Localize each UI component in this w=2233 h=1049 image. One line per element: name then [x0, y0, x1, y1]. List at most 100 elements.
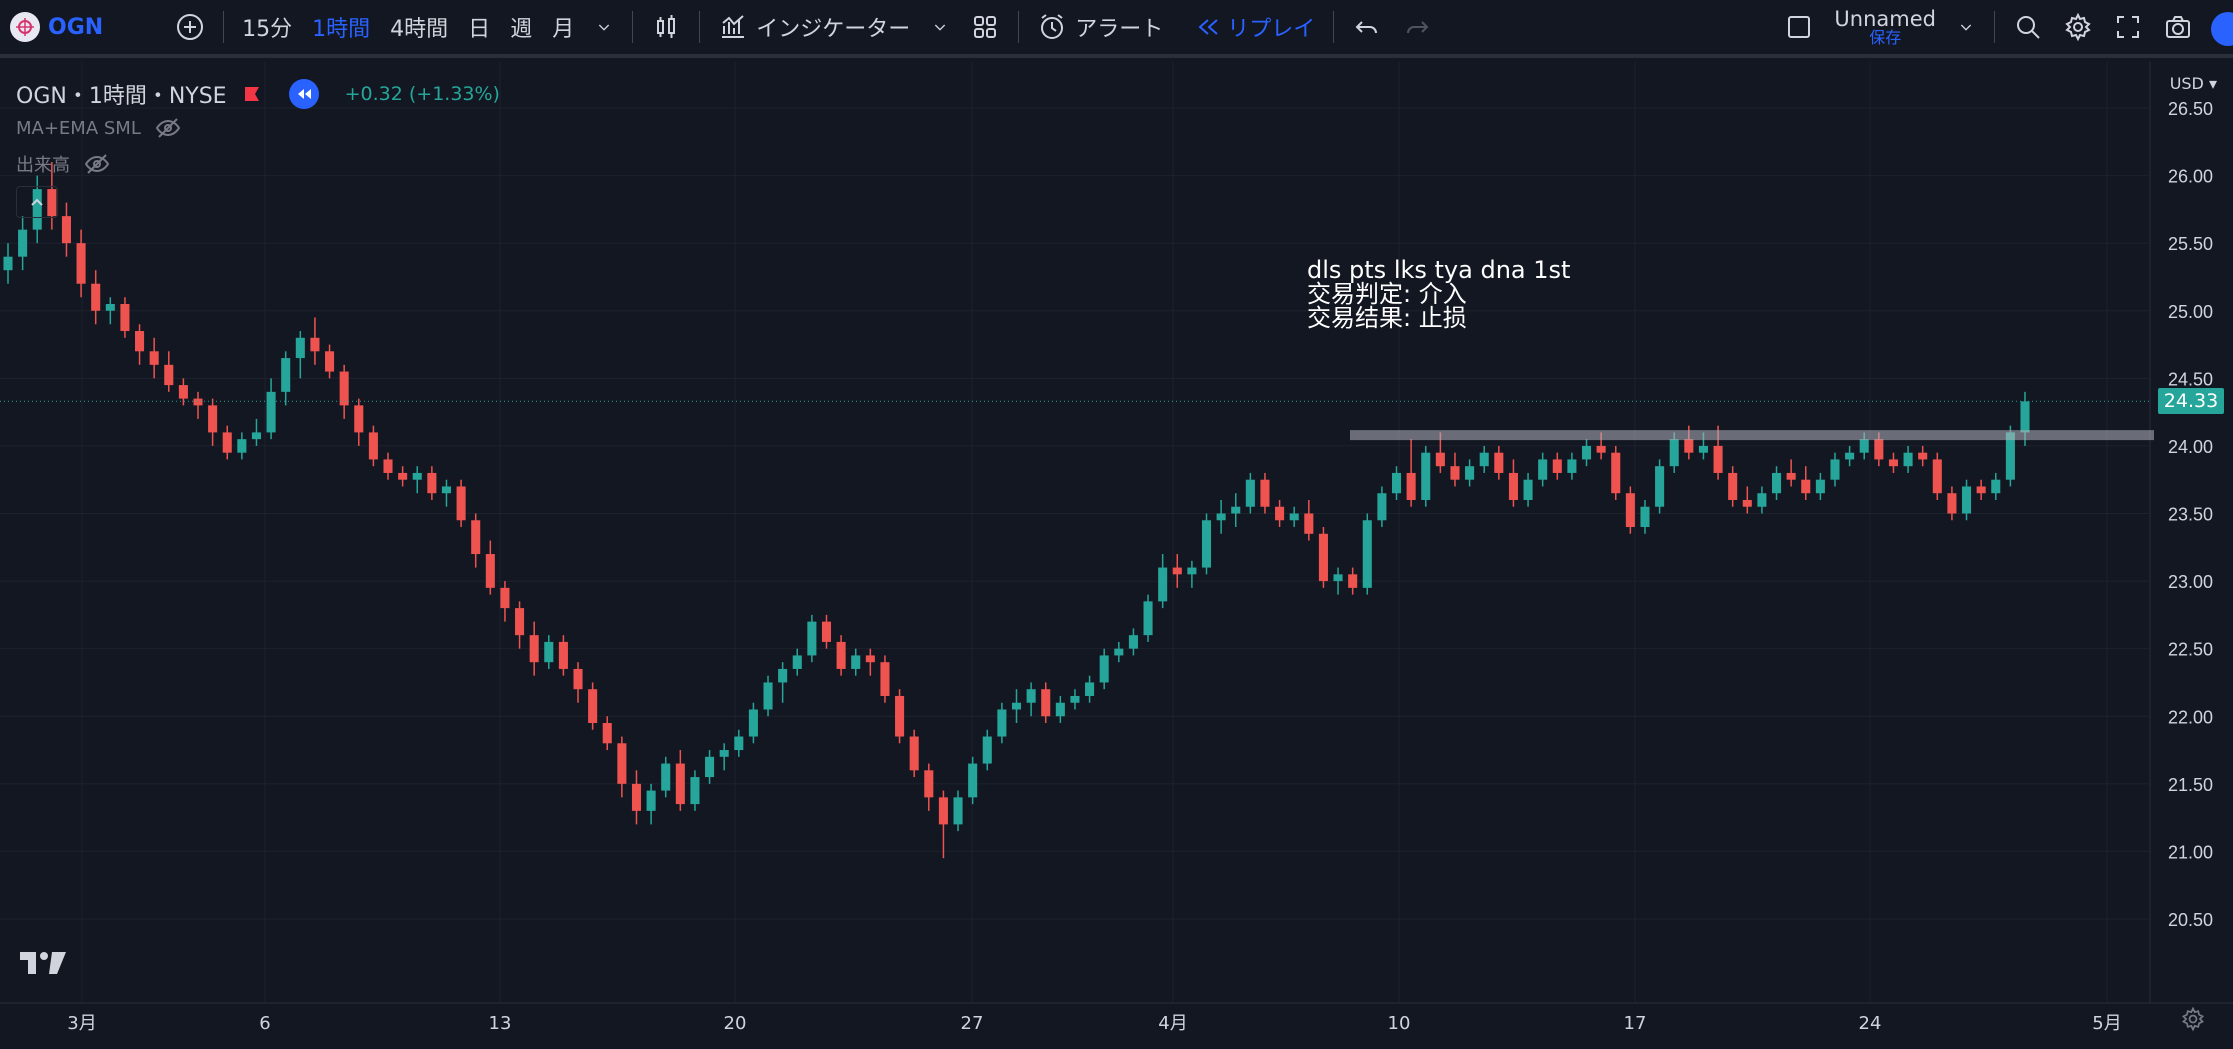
legend-title[interactable]: OGN・1時間・NYSE [16, 84, 227, 109]
price-tick-label: 25.50 [2168, 234, 2213, 254]
candle [222, 425, 232, 460]
candle [383, 452, 393, 480]
axis-settings-button[interactable] [2180, 1006, 2206, 1036]
settings-button[interactable] [2053, 0, 2103, 56]
flag-icon[interactable] [243, 85, 261, 103]
candle [3, 243, 13, 284]
price-change: +0.32 (+1.33%) [344, 83, 500, 105]
redo-button[interactable] [1392, 0, 1442, 56]
toolbar-divider [699, 11, 701, 43]
replay-legend-button[interactable] [288, 79, 319, 109]
top-toolbar: OGN 15分 1時間 4時間 日 週 月 インジケーター アラート リプレイ [0, 0, 2233, 58]
search-button[interactable] [2003, 0, 2053, 56]
candle [178, 378, 188, 406]
replay-button[interactable]: リプレイ [1183, 0, 1325, 56]
layout-name-button[interactable]: Unnamed 保存 [1824, 0, 1946, 56]
candle [471, 513, 481, 568]
candle [1552, 452, 1562, 480]
price-tick-label: 23.00 [2168, 572, 2213, 592]
candle [1143, 594, 1153, 642]
rewind-icon [297, 89, 311, 99]
time-tick-label: 4月 [1158, 1013, 1187, 1034]
candle [295, 331, 305, 379]
currency-selector[interactable]: USD ▾ [2170, 74, 2217, 93]
candle [485, 540, 495, 595]
candle [529, 621, 539, 676]
price-tick-label: 21.00 [2168, 842, 2213, 862]
candle [1318, 527, 1328, 588]
interval-dropdown[interactable] [584, 0, 624, 56]
snapshot-button[interactable] [2153, 0, 2203, 56]
eye-hidden-icon[interactable] [84, 153, 110, 175]
indicator-volume[interactable]: 出来高 [16, 155, 70, 176]
indicator-ma-ema[interactable]: MA+EMA SML [16, 117, 141, 139]
candle [938, 790, 948, 859]
overlays [0, 400, 2154, 441]
candles [3, 162, 2030, 859]
indicators-button[interactable]: インジケーター [708, 0, 920, 56]
interval-15m[interactable]: 15分 [242, 17, 293, 42]
alert-button[interactable]: アラート [1027, 0, 1173, 56]
chevron-down-icon [599, 24, 610, 31]
resistance-zone[interactable] [1350, 430, 2154, 441]
candle [1494, 445, 1504, 480]
undo-button[interactable] [1342, 0, 1392, 56]
fullscreen-button[interactable] [2103, 0, 2153, 56]
symbol-search[interactable]: OGN [0, 0, 113, 56]
candle [149, 337, 159, 379]
layout-dropdown[interactable] [1946, 0, 1986, 56]
eye-hidden-icon[interactable] [155, 117, 181, 139]
account-avatar[interactable] [2211, 12, 2233, 46]
interval-week[interactable]: 週 [510, 17, 533, 42]
time-axis[interactable]: 3月 6 13 20 27 4月 10 17 24 5月 [67, 1013, 2121, 1034]
chart-type-button[interactable] [641, 0, 691, 56]
candle [500, 581, 510, 622]
tradingview-logo[interactable] [20, 950, 68, 980]
indicators-dropdown[interactable] [920, 0, 960, 56]
candle [1114, 641, 1124, 663]
candle [851, 648, 861, 676]
text-annotation[interactable]: dls pts lks tya dna 1st 交易判定: 介入 交易结果: 止… [1307, 258, 1570, 330]
candle [924, 763, 934, 811]
candle [1479, 445, 1489, 473]
candle [47, 162, 57, 230]
layout-checkbox[interactable] [1774, 0, 1824, 56]
annotation-line-3: 交易结果: 止损 [1307, 304, 1467, 332]
plus-circle-icon [177, 14, 204, 40]
symbol-name: OGN [48, 14, 104, 40]
interval-1h[interactable]: 1時間 [312, 17, 371, 42]
candle [1508, 459, 1518, 507]
gear-icon [2182, 1006, 2204, 1032]
candle [1187, 560, 1197, 588]
candle [792, 648, 802, 676]
candle [1801, 466, 1811, 500]
interval-4h[interactable]: 4時間 [390, 17, 449, 42]
candle [661, 756, 671, 798]
chart-pane[interactable]: 26.50 26.00 25.50 25.00 24.50 24.00 23.50 23.00… [0, 62, 2233, 1049]
candle [310, 317, 320, 365]
alarm-clock-icon [1041, 14, 1064, 39]
candle [237, 432, 247, 460]
compare-button[interactable] [165, 0, 215, 56]
rewind-icon [1198, 19, 1218, 35]
collapse-legend-button[interactable] [16, 186, 58, 218]
candle [544, 635, 554, 669]
toolbar-divider [632, 11, 634, 43]
candle [1011, 689, 1022, 724]
candle [105, 297, 115, 325]
candle [1845, 445, 1855, 467]
candle [734, 729, 744, 757]
grid-icon [974, 16, 997, 38]
candlestick-chart[interactable]: 26.50 26.00 25.50 25.00 24.50 24.00 23.50 23.00… [0, 62, 2233, 1049]
price-axis[interactable]: 26.50 26.00 25.50 25.00 24.50 24.00 23.50 23.00… [2168, 99, 2213, 930]
layout-grid-button[interactable] [960, 0, 1010, 56]
toolbar-divider [1333, 11, 1335, 43]
candle [1260, 472, 1270, 514]
price-tick-label: 22.00 [2168, 707, 2213, 727]
candle [1830, 452, 1840, 487]
candle [1640, 499, 1650, 534]
candle [1655, 459, 1665, 514]
time-tick-label: 5月 [2092, 1013, 2121, 1034]
interval-month[interactable]: 月 [552, 17, 575, 42]
interval-day[interactable]: 日 [468, 17, 491, 42]
